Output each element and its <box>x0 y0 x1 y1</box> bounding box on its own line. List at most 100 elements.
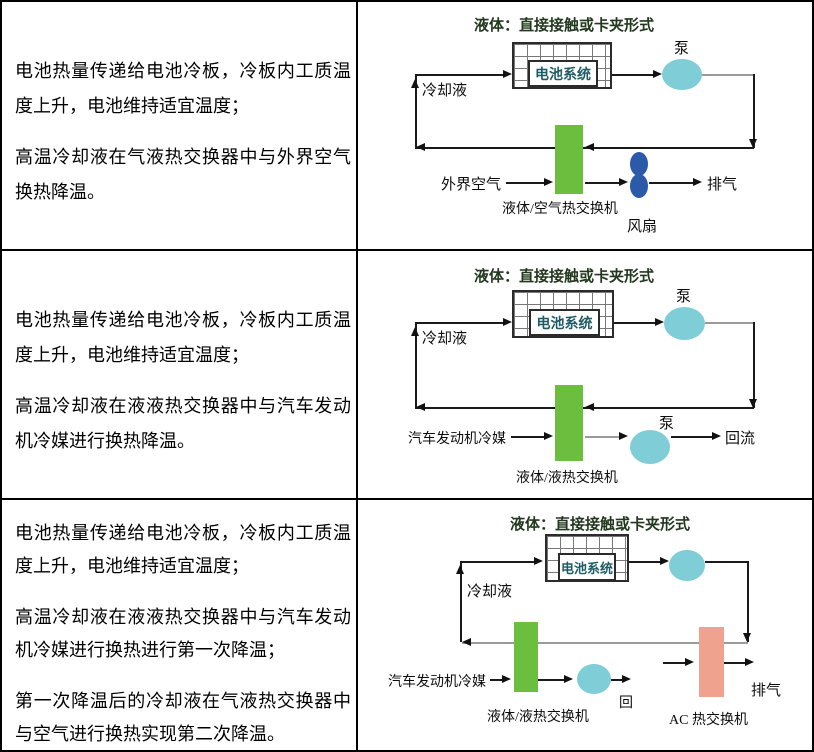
flow-arrowhead <box>619 432 628 440</box>
row1-diagram-cell: 液体：直接接触或卡夹形式 冷却液 电池系统 泵 外界空气 <box>358 2 812 249</box>
pump-ellipse <box>669 550 705 581</box>
ac-exchanger-rect <box>699 627 724 697</box>
flow-arrowhead <box>585 403 594 411</box>
pump-ellipse <box>664 307 705 340</box>
pump-ellipse <box>662 59 702 90</box>
fan-label: 风扇 <box>627 219 658 235</box>
exchanger-label: 液体/液热交换机 <box>487 710 589 725</box>
return-line <box>462 642 748 644</box>
flow-arrowhead <box>503 318 512 326</box>
diagram-title: 液体：直接接触或卡夹形式 <box>474 269 655 285</box>
diagram-liquid-air-cooling: 液体：直接接触或卡夹形式 冷却液 电池系统 泵 外界空气 <box>358 2 812 249</box>
flow-arrowhead <box>416 403 425 411</box>
outside-air-label: 外界空气 <box>441 177 502 193</box>
pump-ellipse <box>630 430 670 464</box>
return-line <box>415 147 754 149</box>
flow-line <box>753 74 755 148</box>
flow-line <box>460 561 536 563</box>
pump-label: 泵 <box>659 416 675 432</box>
table-row: 电池热量传递给电池冷板，冷板内工质温度上升，电池维持适宜温度； 高温冷却液在液液… <box>2 251 812 500</box>
row1-paragraph-2: 高温冷却液在气液热交换器中与外界空气换热降温。 <box>15 147 351 202</box>
pump-label: 泵 <box>674 41 690 57</box>
flow-arrowhead <box>502 675 511 683</box>
flow-line <box>415 74 507 76</box>
flow-line <box>415 74 417 148</box>
return-flow-label: 回流 <box>725 431 756 447</box>
coolant-label: 冷却液 <box>467 584 513 600</box>
flow-line <box>538 679 566 681</box>
row1-paragraph-1: 电池热量传递给电池冷板，冷板内工质温度上升，电池维持适宜温度； <box>15 61 351 116</box>
row3-diagram-cell: 液体：直接接触或卡夹形式 冷却液 电池系统 汽车发动机冷媒 <box>358 500 812 750</box>
flow-arrowhead <box>534 557 543 565</box>
flow-line <box>705 322 754 324</box>
table-row: 电池热量传递给电池冷板，冷板内工质温度上升，电池维持适宜温度； 高温冷却液在液液… <box>2 500 812 750</box>
exchanger-label: 液体/液热交换机 <box>516 471 618 486</box>
exhaust-label: 排气 <box>751 683 782 699</box>
flow-line <box>629 561 663 563</box>
flow-arrowhead <box>749 399 757 408</box>
flow-arrowhead <box>660 557 669 565</box>
row2-paragraph-2: 高温冷却液在液液热交换器中与汽车发动机冷媒进行换热降温。 <box>15 396 351 451</box>
fan-icon <box>630 152 648 176</box>
flow-line <box>415 322 507 324</box>
flow-arrowhead <box>416 143 425 151</box>
flow-line <box>611 679 624 681</box>
engine-coolant-label: 汽车发动机冷媒 <box>388 675 486 690</box>
flow-line <box>506 182 546 184</box>
flow-arrowhead <box>544 432 553 440</box>
flow-line <box>585 436 621 438</box>
row2-paragraph-1: 电池热量传递给电池冷板，冷板内工质温度上升，电池维持适宜温度； <box>15 310 351 365</box>
flow-line <box>705 561 748 563</box>
row1-description-cell: 电池热量传递给电池冷板，冷板内工质温度上升，电池维持适宜温度； 高温冷却液在气液… <box>2 2 358 249</box>
battery-system-box: 电池系统 <box>528 60 598 87</box>
flow-arrowhead <box>619 178 628 186</box>
liquid-liquid-exchanger-rect <box>555 385 583 461</box>
flow-line <box>702 74 754 76</box>
flow-arrowhead <box>655 318 664 326</box>
flow-line <box>460 561 462 642</box>
coolant-label: 冷却液 <box>422 83 468 99</box>
pump-label: 泵 <box>676 289 692 305</box>
row3-paragraph-2: 高温冷却液在液液热交换器中与汽车发动机冷媒进行换热进行第一次降温； <box>15 607 351 660</box>
flow-arrowhead <box>564 675 573 683</box>
coolant-label: 冷却液 <box>422 331 468 347</box>
row3-paragraph-1: 电池热量传递给电池冷板，冷板内工质温度上升，电池维持适宜温度； <box>15 523 351 576</box>
diagram-title: 液体：直接接触或卡夹形式 <box>474 18 655 34</box>
row2-description-cell: 电池热量传递给电池冷板，冷板内工质温度上升，电池维持适宜温度； 高温冷却液在液液… <box>2 251 358 498</box>
flow-arrowhead <box>544 178 553 186</box>
row3-description-cell: 电池热量传递给电池冷板，冷板内工质温度上升，电池维持适宜温度； 高温冷却液在液液… <box>2 500 358 750</box>
flow-line <box>663 662 687 664</box>
flow-line <box>614 322 658 324</box>
diagram-two-stage-cooling: 液体：直接接触或卡夹形式 冷却液 电池系统 汽车发动机冷媒 <box>358 500 812 750</box>
row3-paragraph-3: 第一次降温后的冷却液在气液热交换器中与空气进行换热实现第二次降温。 <box>15 691 351 744</box>
flow-arrowhead <box>585 143 594 151</box>
exchanger-label: 液体/空气热交换机 <box>502 202 618 217</box>
diagram-title: 液体：直接接触或卡夹形式 <box>510 517 691 533</box>
flow-arrowhead <box>456 565 464 574</box>
return-line <box>415 407 754 409</box>
flow-arrowhead <box>462 638 471 646</box>
flow-line <box>753 322 755 408</box>
flow-arrowhead <box>712 432 721 440</box>
flow-arrowhead <box>411 79 419 88</box>
flow-arrowhead <box>745 658 754 666</box>
flow-arrowhead <box>622 675 631 683</box>
engine-coolant-label: 汽车发动机冷媒 <box>408 432 506 447</box>
flow-arrowhead <box>685 658 694 666</box>
flow-arrowhead <box>653 70 662 78</box>
liquid-air-exchanger-rect <box>555 125 583 194</box>
flow-arrowhead <box>743 633 751 642</box>
flow-line <box>671 436 714 438</box>
return-short-label: 回 <box>619 696 633 711</box>
flow-line <box>511 436 547 438</box>
flow-arrowhead <box>411 327 419 336</box>
table-row: 电池热量传递给电池冷板，冷板内工质温度上升，电池维持适宜温度； 高温冷却液在气液… <box>2 2 812 251</box>
ac-exchanger-label: AC 热交换机 <box>669 713 748 728</box>
battery-system-box: 电池系统 <box>558 553 616 581</box>
flow-line <box>747 561 749 642</box>
flow-line <box>724 662 747 664</box>
flow-line <box>415 322 417 408</box>
flow-arrowhead <box>749 139 757 148</box>
flow-line <box>585 182 619 184</box>
